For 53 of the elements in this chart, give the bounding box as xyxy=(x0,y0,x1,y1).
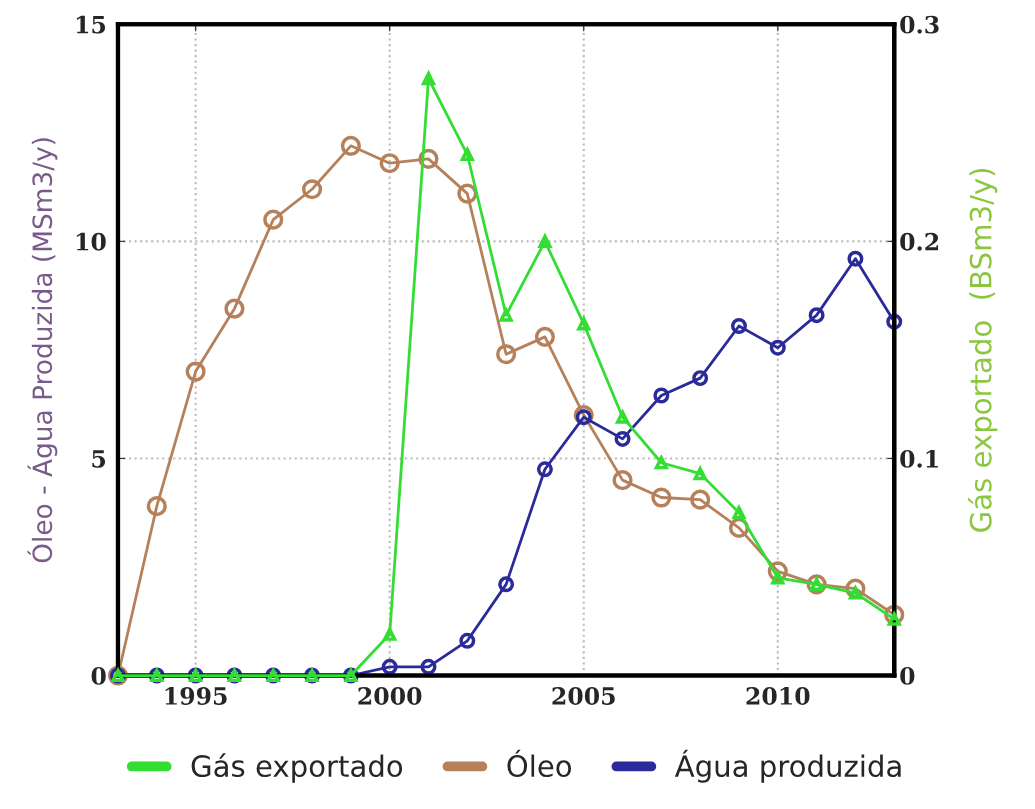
y-tick-label: 10 xyxy=(76,232,106,251)
point xyxy=(886,313,903,330)
point xyxy=(847,250,864,267)
point xyxy=(769,339,786,356)
y2-tick-label: 0.3 xyxy=(900,15,939,34)
point xyxy=(808,307,825,324)
point xyxy=(577,317,591,331)
point xyxy=(534,326,555,347)
point xyxy=(537,232,553,248)
x-tick-label: 2010 xyxy=(746,687,810,705)
y2-tick-label: 0 xyxy=(900,666,915,685)
point xyxy=(536,461,553,478)
point xyxy=(496,344,517,365)
y2-tick-label: 0.2 xyxy=(900,232,939,251)
point xyxy=(459,632,476,649)
point xyxy=(146,496,167,517)
point xyxy=(732,506,746,520)
y-axis-title: Óleo - Água Produzida (MSm3/y) xyxy=(27,138,58,563)
x-tick-label: 1995 xyxy=(165,687,227,705)
point xyxy=(381,658,398,675)
y-tick-label: 5 xyxy=(92,450,106,468)
point xyxy=(615,408,631,424)
point xyxy=(301,179,323,200)
legend-label: Gás exportado xyxy=(191,753,403,783)
point xyxy=(498,306,514,322)
legend-label: Óleo xyxy=(507,749,572,778)
point xyxy=(459,145,475,162)
point xyxy=(185,361,206,382)
legend-label: Água produzida xyxy=(674,749,901,783)
point xyxy=(654,456,668,470)
y2-axis-title: Gás exportado (BSm3/y) xyxy=(967,168,998,532)
y2-tick-label: 0.1 xyxy=(900,449,938,468)
point xyxy=(340,135,361,156)
point xyxy=(690,489,711,510)
y-tick-label: 0 xyxy=(91,666,106,685)
point xyxy=(420,69,436,86)
x-tick-label: 2005 xyxy=(552,687,615,705)
point xyxy=(693,467,707,481)
point xyxy=(692,370,709,387)
y-tick-label: 15 xyxy=(76,15,106,34)
point xyxy=(498,576,515,593)
point xyxy=(420,658,437,675)
point xyxy=(383,627,397,641)
point xyxy=(614,430,631,447)
point xyxy=(263,209,284,230)
x-tick-label: 2000 xyxy=(358,687,422,705)
point xyxy=(575,409,592,426)
point xyxy=(653,387,670,404)
point xyxy=(731,318,747,334)
point xyxy=(651,487,672,508)
point xyxy=(379,153,400,174)
point xyxy=(224,298,245,319)
point xyxy=(612,470,633,491)
